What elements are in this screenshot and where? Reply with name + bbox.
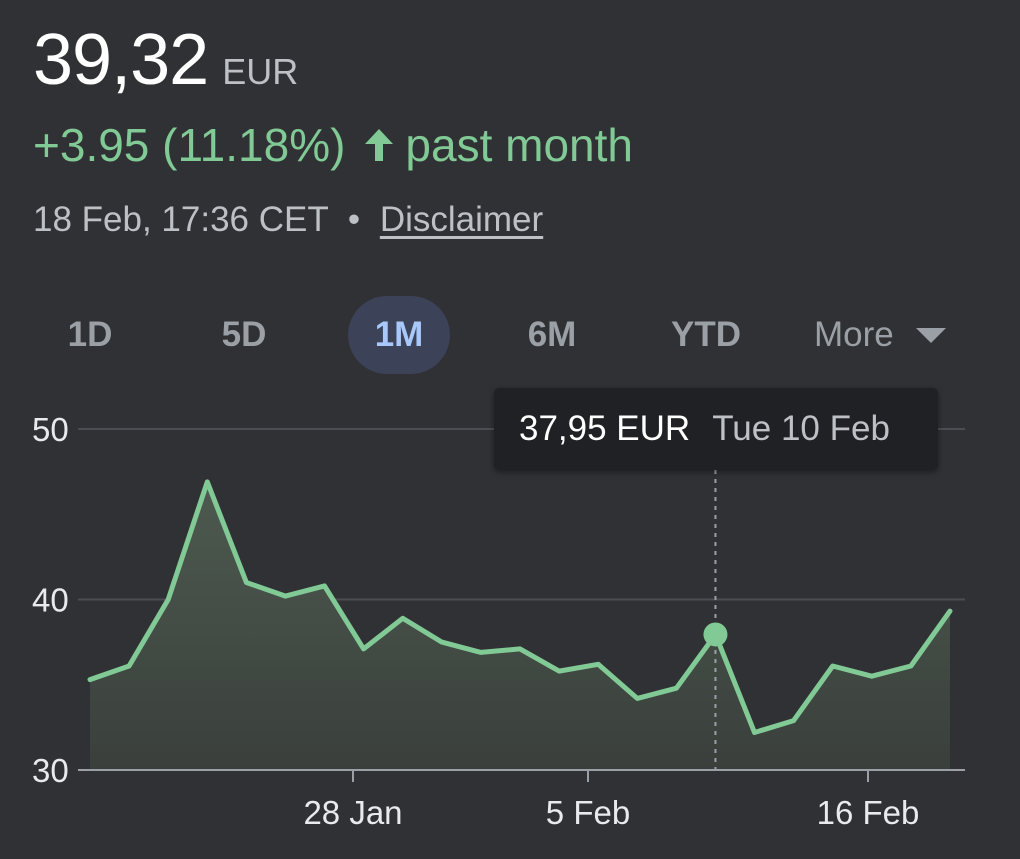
range-tab-ytd[interactable]: YTD bbox=[671, 315, 741, 354]
quote-meta: 18 Feb, 17:36 CET • Disclaimer bbox=[33, 202, 543, 237]
hover-tooltip: 37,95 EUR Tue 10 Feb bbox=[494, 388, 938, 470]
x-tick-label: 16 Feb bbox=[817, 794, 920, 831]
quote-header: 39,32 EUR bbox=[33, 24, 298, 96]
caret-down-icon bbox=[915, 327, 946, 343]
hover-point bbox=[703, 622, 728, 647]
change-value: +3.95 (11.18%) bbox=[33, 119, 346, 171]
arrow-up-icon bbox=[359, 125, 399, 165]
range-more-label: More bbox=[814, 315, 894, 354]
quote-timestamp: 18 Feb, 17:36 CET bbox=[33, 200, 329, 239]
price-area-fill bbox=[90, 481, 950, 770]
price-line bbox=[87, 479, 953, 735]
range-tab-1d[interactable]: 1D bbox=[67, 315, 113, 354]
range-selector: 1D 5D 1M 6M YTD More bbox=[0, 296, 1020, 374]
range-tab-5d[interactable]: 5D bbox=[221, 315, 267, 354]
range-more-button[interactable]: More bbox=[814, 296, 946, 374]
tooltip-value: 37,95 EUR bbox=[519, 409, 691, 448]
tooltip-date: Tue 10 Feb bbox=[712, 409, 890, 448]
change-period: past month bbox=[405, 119, 633, 171]
disclaimer-link[interactable]: Disclaimer bbox=[379, 200, 544, 239]
currency-code: EUR bbox=[222, 51, 299, 92]
range-tab-1m[interactable]: 1M bbox=[348, 296, 450, 374]
meta-separator: • bbox=[347, 200, 361, 239]
y-tick-label: 30 bbox=[32, 752, 69, 789]
x-tick-label: 28 Jan bbox=[303, 794, 402, 831]
current-price: 39,32 bbox=[33, 20, 209, 100]
range-tab-6m[interactable]: 6M bbox=[527, 315, 577, 354]
y-tick-label: 50 bbox=[32, 411, 69, 448]
x-tick-label: 5 Feb bbox=[546, 794, 630, 831]
price-change: +3.95 (11.18%) past month bbox=[33, 122, 633, 168]
y-tick-label: 40 bbox=[32, 582, 69, 619]
